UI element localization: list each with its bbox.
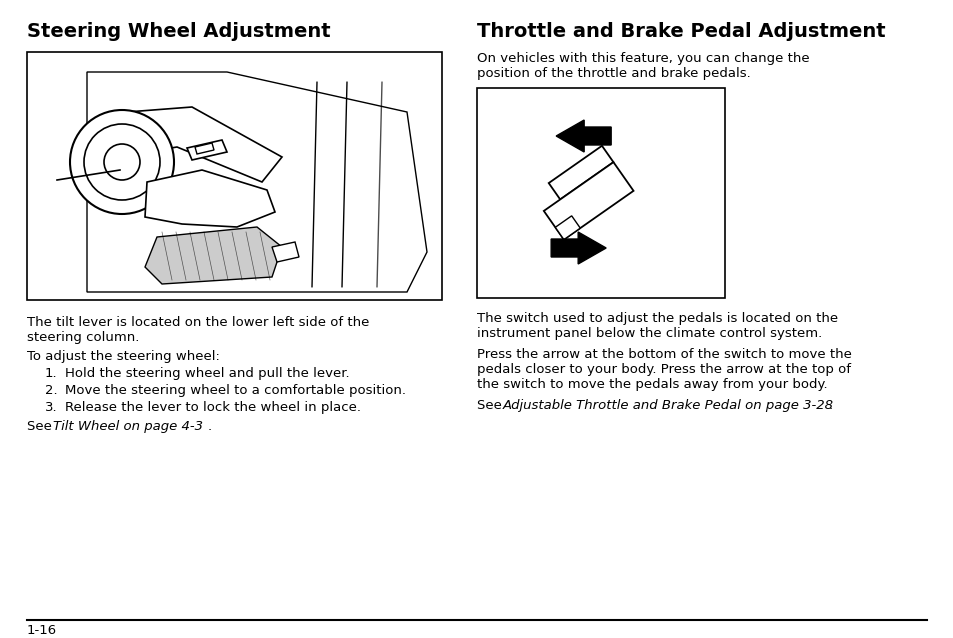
Polygon shape bbox=[187, 140, 227, 160]
Circle shape bbox=[84, 124, 160, 200]
Text: Steering Wheel Adjustment: Steering Wheel Adjustment bbox=[27, 22, 331, 41]
Text: pedals closer to your body. Press the arrow at the top of: pedals closer to your body. Press the ar… bbox=[476, 363, 850, 376]
Text: position of the throttle and brake pedals.: position of the throttle and brake pedal… bbox=[476, 67, 750, 80]
Polygon shape bbox=[87, 72, 427, 292]
Polygon shape bbox=[555, 216, 579, 240]
Text: 1-16: 1-16 bbox=[27, 624, 57, 637]
FancyArrow shape bbox=[556, 120, 611, 152]
Text: Press the arrow at the bottom of the switch to move the: Press the arrow at the bottom of the swi… bbox=[476, 348, 851, 361]
Text: Tilt Wheel on page 4-3: Tilt Wheel on page 4-3 bbox=[53, 420, 203, 433]
Text: To adjust the steering wheel:: To adjust the steering wheel: bbox=[27, 350, 219, 363]
Text: Throttle and Brake Pedal Adjustment: Throttle and Brake Pedal Adjustment bbox=[476, 22, 884, 41]
Text: See: See bbox=[27, 420, 56, 433]
Circle shape bbox=[70, 110, 173, 214]
Text: .: . bbox=[828, 399, 832, 412]
Text: .: . bbox=[208, 420, 212, 433]
FancyArrow shape bbox=[551, 232, 605, 264]
Text: Adjustable Throttle and Brake Pedal on page 3-28: Adjustable Throttle and Brake Pedal on p… bbox=[502, 399, 833, 412]
Polygon shape bbox=[543, 162, 633, 240]
Circle shape bbox=[104, 144, 140, 180]
Text: See: See bbox=[476, 399, 506, 412]
Polygon shape bbox=[194, 143, 213, 154]
Text: The tilt lever is located on the lower left side of the: The tilt lever is located on the lower l… bbox=[27, 316, 369, 329]
Polygon shape bbox=[272, 242, 298, 262]
Text: instrument panel below the climate control system.: instrument panel below the climate contr… bbox=[476, 327, 821, 340]
Text: 3.: 3. bbox=[45, 401, 57, 414]
Text: On vehicles with this feature, you can change the: On vehicles with this feature, you can c… bbox=[476, 52, 809, 65]
Polygon shape bbox=[117, 107, 282, 182]
Text: the switch to move the pedals away from your body.: the switch to move the pedals away from … bbox=[476, 378, 827, 391]
Polygon shape bbox=[145, 170, 274, 227]
Polygon shape bbox=[548, 145, 613, 200]
Text: Hold the steering wheel and pull the lever.: Hold the steering wheel and pull the lev… bbox=[65, 367, 349, 380]
Text: 1.: 1. bbox=[45, 367, 57, 380]
Text: Release the lever to lock the wheel in place.: Release the lever to lock the wheel in p… bbox=[65, 401, 360, 414]
Polygon shape bbox=[145, 227, 282, 284]
Text: The switch used to adjust the pedals is located on the: The switch used to adjust the pedals is … bbox=[476, 312, 838, 325]
Text: 2.: 2. bbox=[45, 384, 57, 397]
Bar bbox=[27, 52, 441, 300]
Text: Move the steering wheel to a comfortable position.: Move the steering wheel to a comfortable… bbox=[65, 384, 406, 397]
Bar bbox=[476, 88, 724, 298]
Text: steering column.: steering column. bbox=[27, 331, 139, 344]
